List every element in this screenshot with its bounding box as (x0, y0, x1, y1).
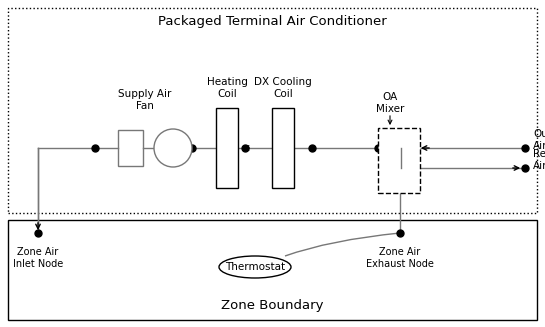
Bar (272, 108, 294, 188)
Text: Relief
Air: Relief Air (533, 149, 545, 171)
Bar (8, 8, 537, 213)
Text: Supply Air
Fan: Supply Air Fan (118, 89, 172, 111)
Text: Zone Air
Inlet Node: Zone Air Inlet Node (13, 247, 63, 269)
Ellipse shape (219, 256, 291, 278)
Text: Thermostat: Thermostat (225, 262, 285, 272)
Text: Outside
Air: Outside Air (533, 129, 545, 151)
Bar (216, 108, 238, 188)
Bar (378, 128, 420, 193)
Text: Zone Boundary: Zone Boundary (221, 299, 323, 312)
Text: Packaged Terminal Air Conditioner: Packaged Terminal Air Conditioner (158, 15, 386, 28)
Text: OA
Mixer: OA Mixer (376, 92, 404, 114)
Bar (8, 220, 537, 320)
Circle shape (154, 129, 192, 167)
Text: Zone Air
Exhaust Node: Zone Air Exhaust Node (366, 247, 434, 269)
Text: Heating
Coil: Heating Coil (207, 77, 247, 99)
Bar (118, 130, 143, 166)
Text: DX Cooling
Coil: DX Cooling Coil (254, 77, 312, 99)
